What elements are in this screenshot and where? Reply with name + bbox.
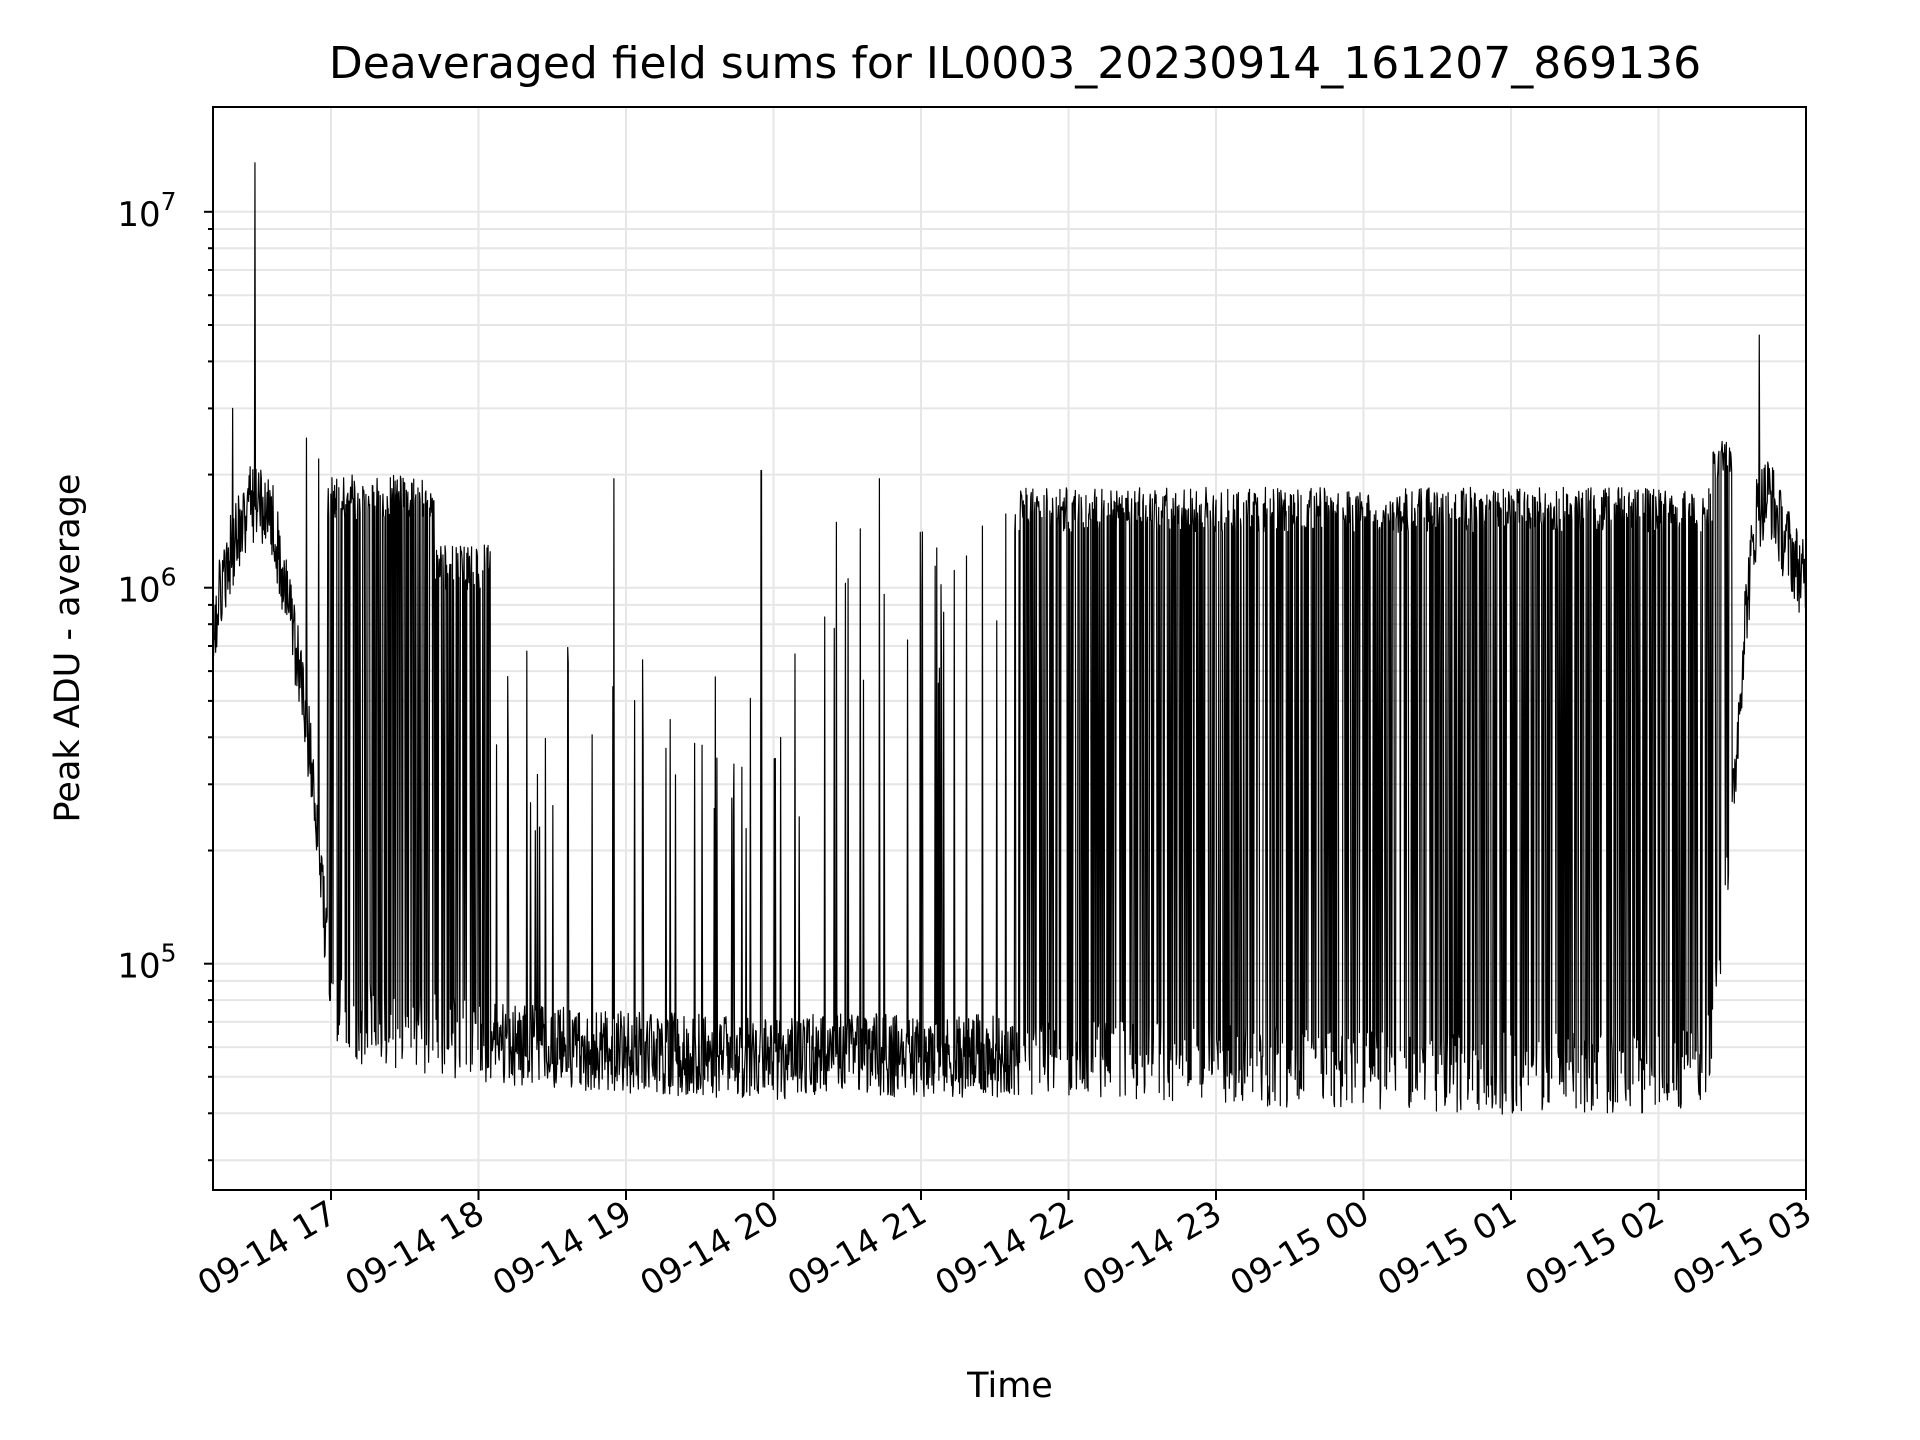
x-axis-label: Time xyxy=(966,1366,1053,1406)
y-tick-label: 106 xyxy=(117,563,176,611)
chart-title: Deaveraged field sums for IL0003_2023091… xyxy=(329,38,1701,89)
y-tick-label: 105 xyxy=(117,939,176,987)
plot-area xyxy=(212,106,1807,1191)
y-tick-base: 10 xyxy=(117,195,160,235)
y-tick-base: 10 xyxy=(117,571,160,611)
data-line xyxy=(212,162,1807,1115)
y-tick-base: 10 xyxy=(117,947,160,987)
y-tick-exponent: 5 xyxy=(161,939,177,968)
y-tick-exponent: 7 xyxy=(161,187,177,216)
y-axis-label: Peak ADU - average xyxy=(48,474,88,823)
y-tick-exponent: 6 xyxy=(161,563,177,592)
y-tick-label: 107 xyxy=(117,187,176,235)
series-line xyxy=(212,162,1807,1115)
plot-frame xyxy=(212,106,1807,1191)
